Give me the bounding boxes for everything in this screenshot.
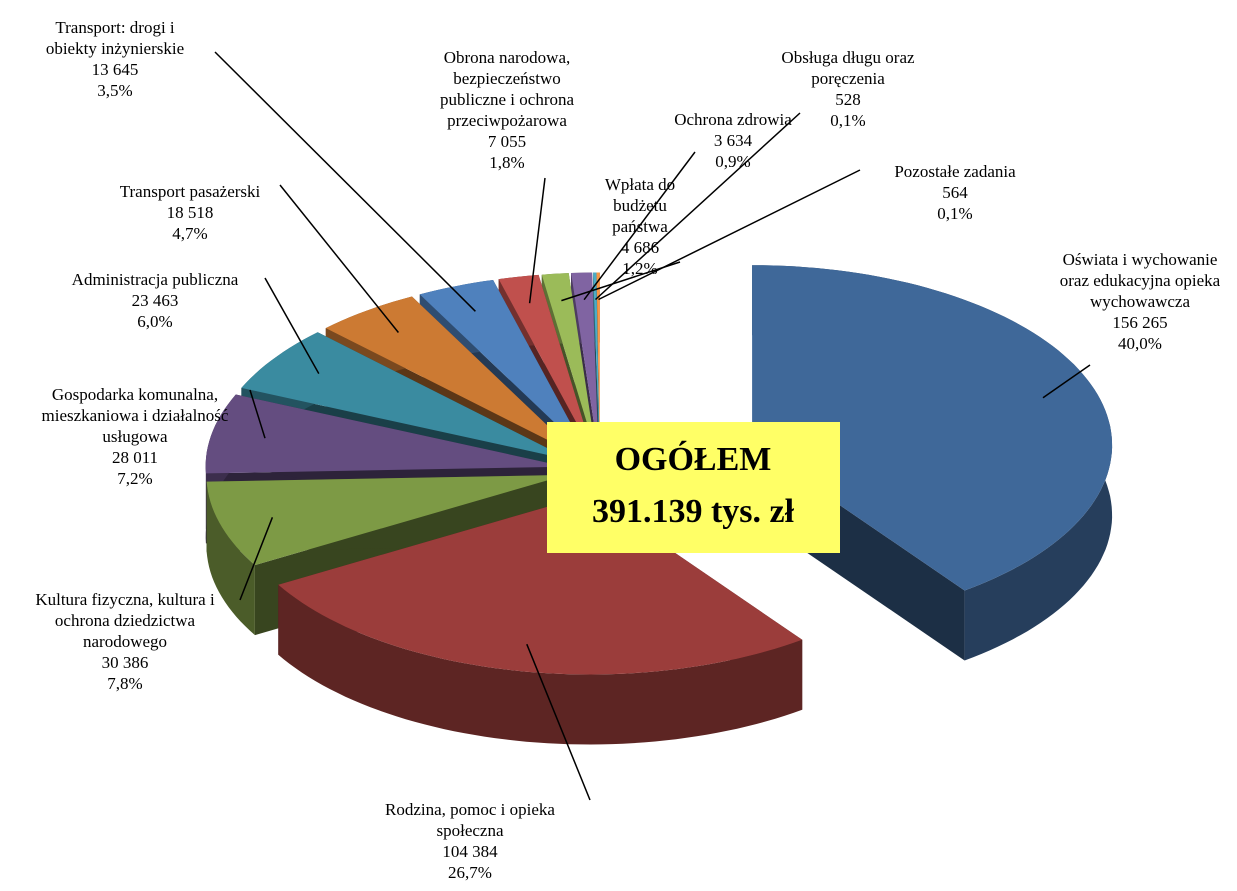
slice-top [596, 272, 600, 453]
slice-top [278, 494, 803, 675]
slice-top [498, 274, 593, 453]
category-label: Wpłata do budżetu państwa [605, 175, 675, 236]
value-label: 156 265 [1112, 313, 1167, 332]
percent-label: 0,1% [830, 111, 865, 130]
percent-label: 0,9% [715, 152, 750, 171]
category-label: Pozostałe zadania [894, 162, 1016, 181]
slice-top [593, 272, 600, 453]
leader-line [249, 389, 266, 439]
category-label: Kultura fizyczna, kultura i ochrona dzied… [35, 590, 215, 651]
category-label: Rodzina, pomoc i opieka społeczna [385, 800, 555, 840]
slice-top [541, 273, 596, 453]
center-title: OGÓŁEM [615, 440, 772, 478]
leader-line [264, 277, 320, 374]
category-label: Obsługa długu oraz poręczenia [781, 48, 915, 88]
percent-label: 26,7% [448, 863, 492, 882]
center-total: 391.139 tys. zł [592, 493, 795, 530]
leader-line [214, 51, 476, 312]
category-label: Obrona narodowa, bezpieczeństwo publiczne … [440, 48, 575, 130]
pie [205, 265, 1113, 745]
slice-top [241, 332, 572, 461]
slice-top [752, 265, 1113, 591]
percent-label: 0,1% [937, 204, 972, 223]
value-label: 4 686 [621, 238, 659, 257]
category-label: Transport pasażerski [120, 182, 261, 201]
leader-line [528, 177, 546, 304]
category-label: Transport: drogi i obiekty inżynierskie [46, 18, 184, 58]
leader-line [594, 112, 801, 301]
slice-side [206, 481, 255, 636]
slice-top [419, 280, 588, 454]
slice-top [325, 296, 580, 456]
slice-side [278, 584, 803, 745]
category-label: Gospodarka komunalna, mieszkaniowa i dzia… [42, 385, 229, 446]
value-label: 564 [942, 183, 968, 202]
category-label: Administracja publiczna [72, 270, 239, 289]
percent-label: 40,0% [1118, 334, 1162, 353]
labels: Oświata i wychowanie oraz edukacyjna opie… [35, 18, 1220, 882]
value-label: 28 011 [112, 448, 158, 467]
percent-label: 6,0% [137, 312, 172, 331]
leader-line [1042, 364, 1091, 399]
category-label: Oświata i wychowanie oraz edukacyjna opie… [1060, 250, 1221, 311]
percent-label: 4,7% [172, 224, 207, 243]
percent-label: 7,2% [117, 469, 152, 488]
slice-top [571, 272, 599, 453]
percent-label: 1,8% [489, 153, 524, 172]
value-label: 528 [835, 90, 861, 109]
percent-label: 7,8% [107, 674, 142, 693]
leader-line [598, 169, 861, 301]
value-label: 7 055 [488, 132, 526, 151]
leader-line [239, 517, 274, 601]
value-label: 3 634 [714, 131, 753, 150]
percent-label: 3,5% [97, 81, 132, 100]
center-box [547, 422, 840, 553]
leader-line [279, 184, 399, 333]
value-label: 13 645 [92, 60, 139, 79]
slice-top [205, 394, 566, 474]
leader-line [583, 151, 696, 301]
slice-top [206, 474, 567, 566]
value-label: 104 384 [442, 842, 498, 861]
value-label: 23 463 [132, 291, 179, 310]
percent-label: 1,2% [622, 259, 657, 278]
leader-line [526, 643, 591, 801]
value-label: 18 518 [167, 203, 214, 222]
category-label: Ochrona zdrowia [674, 110, 792, 129]
value-label: 30 386 [102, 653, 149, 672]
